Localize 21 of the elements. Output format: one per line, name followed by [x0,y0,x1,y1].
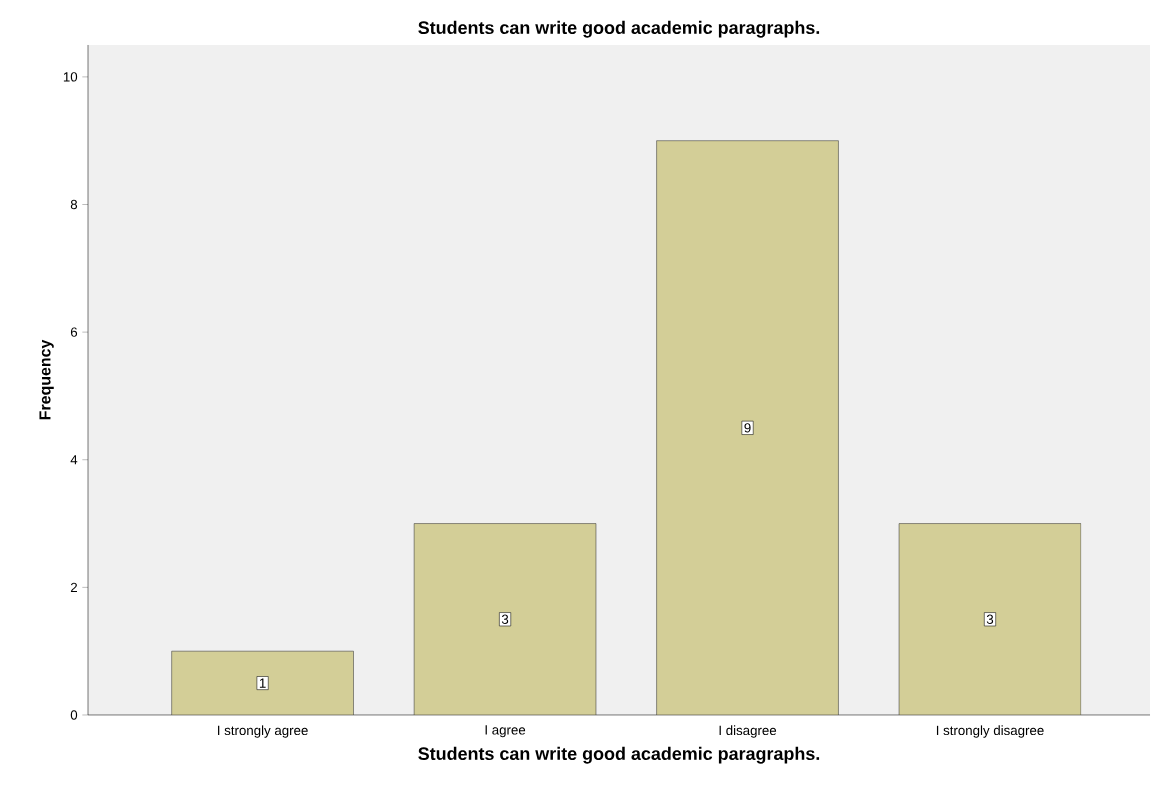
x-tick-label: I strongly disagree [936,725,1044,738]
bar [413,523,597,715]
y-tick-label: 8 [70,199,78,210]
x-tick-label: I disagree [719,725,777,738]
x-tick-label: I agree [485,725,526,738]
data-label: 1 [259,678,266,688]
data-label: 3 [986,614,994,624]
y-tick-label: 6 [70,327,78,337]
chart-title: Students can write good academic paragraphs. [418,20,820,38]
bar [898,523,1082,715]
x-axis-title: Students can write good academic paragraphs. [418,746,820,764]
bar [171,650,354,715]
y-tick-label: 2 [70,582,77,592]
y-tick-label: 0 [70,710,78,720]
y-tick-label: 4 [70,455,78,465]
bar [656,140,839,715]
data-label: 3 [501,614,509,624]
data-label: 9 [744,423,751,433]
y-axis-title: Frequency [39,339,54,420]
y-tick-label: 10 [63,72,78,82]
x-tick-label: I strongly agree [218,725,308,738]
